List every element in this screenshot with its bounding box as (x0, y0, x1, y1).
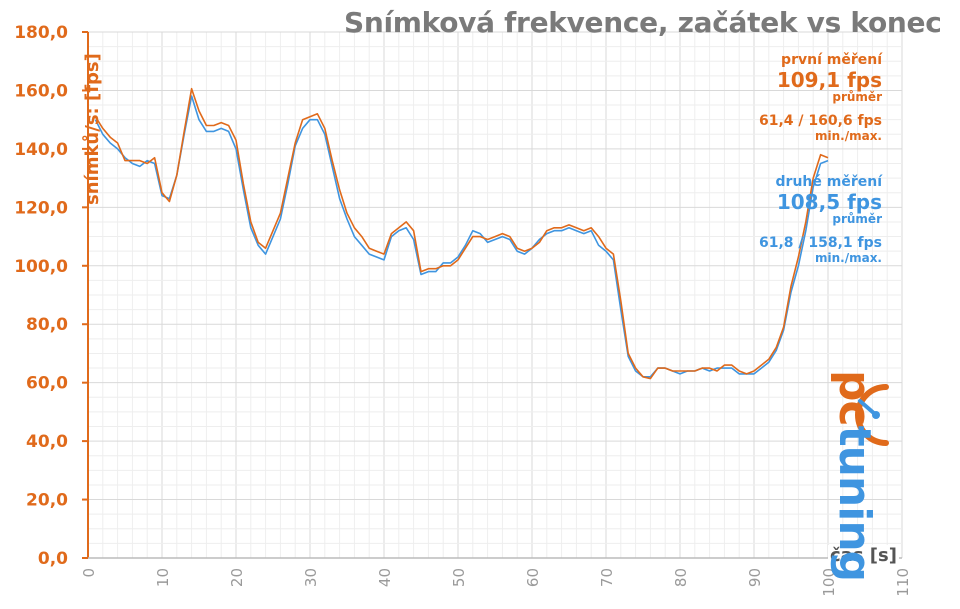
y-tick-label: 40,0 (26, 432, 68, 452)
x-tick-label: 0 (80, 568, 98, 578)
y-tick-label: 60,0 (26, 374, 68, 394)
series-2-average: 108,5 fps (776, 190, 882, 214)
series-2-minmax: 61,8 / 158,1 fps (758, 235, 882, 251)
x-tick-label: 90 (746, 568, 764, 587)
series-lines (94, 87, 829, 380)
x-tick-label: 20 (228, 568, 246, 587)
speedometer-logo-icon (855, 384, 889, 446)
x-tick-label: 60 (524, 568, 542, 587)
legend-series-1: první měření 109,1 fps průměr 61,4 / 160… (759, 52, 882, 142)
y-tick-label: 120,0 (14, 198, 68, 218)
x-tick-label: 100 (820, 568, 838, 597)
x-tick-label: 30 (302, 568, 320, 587)
legend-series-2-name: druhé měření (775, 174, 882, 190)
series-1-average: 109,1 fps (776, 68, 882, 92)
x-tick-labels: 0 10 20 30 40 50 60 70 80 90 100 110 (80, 568, 912, 597)
axes (87, 32, 902, 559)
chart-title: Snímková frekvence, začátek vs konec (344, 6, 942, 39)
x-tick-label: 40 (376, 568, 394, 587)
series-1-average-label: průměr (832, 90, 882, 104)
x-tick-label: 110 (894, 568, 912, 597)
x-tick-label: 50 (450, 568, 468, 587)
x-tick-label: 70 (598, 568, 616, 587)
y-tick-labels: 0,0 20,0 40,0 60,0 80,0 100,0 120,0 140,0 160,0 1… (14, 23, 88, 569)
pctuning-logo: pctuning (829, 370, 880, 582)
x-tick-label: 10 (154, 568, 172, 587)
y-tick-label: 20,0 (26, 491, 68, 511)
series-1-minmax: 61,4 / 160,6 fps (758, 113, 882, 129)
series-1-minmax-label: min./max. (814, 129, 882, 143)
y-tick-label: 80,0 (26, 315, 68, 335)
series-line-2 (94, 95, 829, 378)
x-tick-label: 80 (672, 568, 690, 587)
y-tick-label: 140,0 (14, 140, 68, 160)
y-axis-label: snímků/s: [fps] (82, 53, 103, 205)
legend-series-2: druhé měření 108,5 fps průměr 61,8 / 158… (759, 174, 882, 264)
y-tick-label: 160,0 (14, 81, 68, 101)
y-tick-label: 0,0 (38, 549, 68, 569)
series-2-minmax-label: min./max. (814, 251, 882, 265)
grid-lines (87, 31, 903, 559)
series-2-average-label: průměr (832, 212, 882, 226)
legend-series-1-name: první měření (781, 52, 882, 68)
y-tick-label: 100,0 (14, 257, 68, 277)
y-tick-label: 180,0 (14, 23, 68, 43)
x-axis-label: čas [s] (828, 545, 899, 566)
series-line-1 (94, 87, 829, 380)
